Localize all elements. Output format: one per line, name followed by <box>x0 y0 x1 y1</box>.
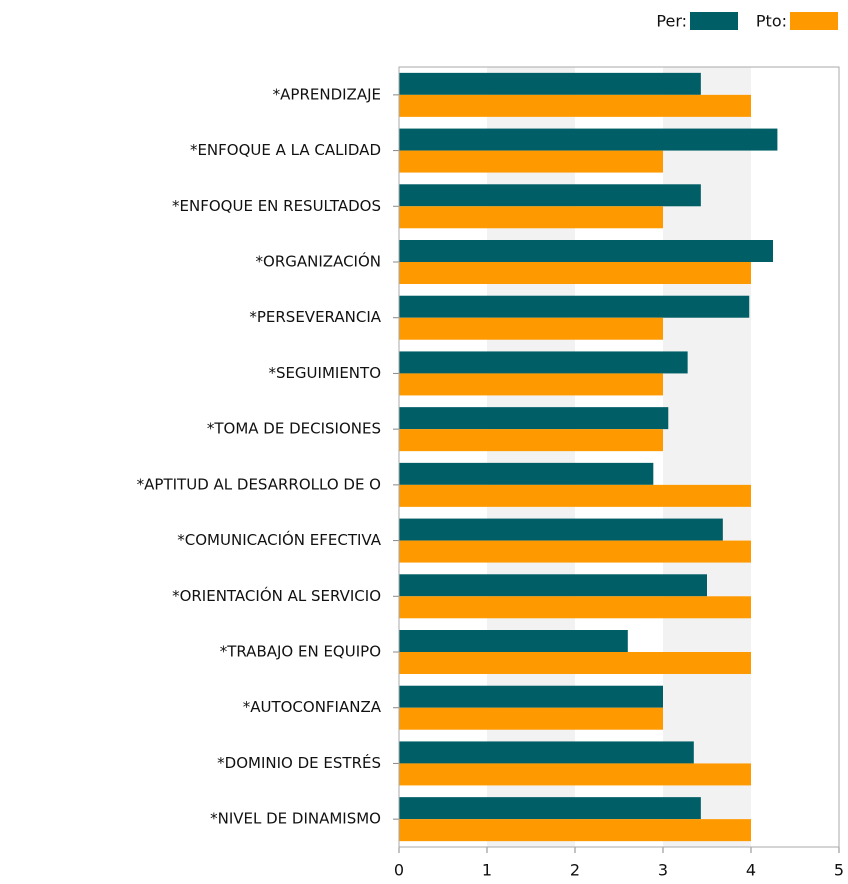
grid-band <box>487 67 575 847</box>
y-tick-label: *NIVEL DE DINAMISMO <box>210 810 381 828</box>
bar <box>399 240 773 262</box>
legend-label: Per: <box>656 12 687 31</box>
bar <box>399 484 751 507</box>
bar <box>399 707 663 730</box>
bar <box>399 373 663 396</box>
bar <box>399 763 751 786</box>
bar <box>399 540 751 563</box>
bar <box>399 819 751 842</box>
bar <box>399 72 701 95</box>
bar <box>399 351 688 374</box>
bar <box>399 128 778 151</box>
legend-swatch <box>790 12 838 30</box>
y-tick-label: *ENFOQUE A LA CALIDAD <box>190 141 381 159</box>
y-tick-label: *COMUNICACIÓN EFECTIVA <box>177 530 381 549</box>
y-tick-label: *PERSEVERANCIA <box>249 308 381 326</box>
grid-band <box>663 67 751 847</box>
y-tick-label: *ENFOQUE EN RESULTADOS <box>172 197 381 215</box>
y-tick-label: *DOMINIO DE ESTRÉS <box>217 753 381 772</box>
y-tick-label: *TRABAJO EN EQUIPO <box>220 643 381 661</box>
y-tick-label: *AUTOCONFIANZA <box>243 698 382 716</box>
legend-swatch <box>690 12 738 30</box>
bar <box>399 262 751 284</box>
bar <box>399 685 663 708</box>
x-tick-label: 2 <box>570 861 580 880</box>
bar <box>399 317 663 340</box>
y-tick-label: *APRENDIZAJE <box>273 85 381 103</box>
bar <box>399 741 694 764</box>
x-tick-label: 0 <box>394 861 404 880</box>
y-tick-label: *SEGUIMIENTO <box>268 364 381 382</box>
y-tick-label: *ORGANIZACIÓN <box>256 252 381 271</box>
y-tick-label: *ORIENTACIÓN AL SERVICIO <box>172 586 381 605</box>
plot-frame <box>398 66 840 848</box>
y-tick-label: *TOMA DE DECISIONES <box>207 420 381 438</box>
bar <box>399 429 663 452</box>
bar <box>399 184 701 207</box>
bar <box>399 94 751 117</box>
bar <box>399 652 751 674</box>
bar <box>399 407 669 430</box>
x-tick-label: 4 <box>746 861 756 880</box>
bar <box>399 295 750 318</box>
x-tick-label: 1 <box>482 861 492 880</box>
bar <box>399 462 654 485</box>
legend-label: Pto: <box>756 12 787 31</box>
bar <box>399 574 707 597</box>
bar <box>399 150 663 173</box>
x-tick-label: 3 <box>658 861 668 880</box>
bar <box>399 206 663 229</box>
bar <box>399 518 723 541</box>
bar <box>399 797 701 820</box>
bar <box>399 630 628 652</box>
x-tick-label: 5 <box>834 861 844 880</box>
bar <box>399 596 751 619</box>
y-tick-label: *APTITUD AL DESARROLLO DE O <box>137 475 381 493</box>
